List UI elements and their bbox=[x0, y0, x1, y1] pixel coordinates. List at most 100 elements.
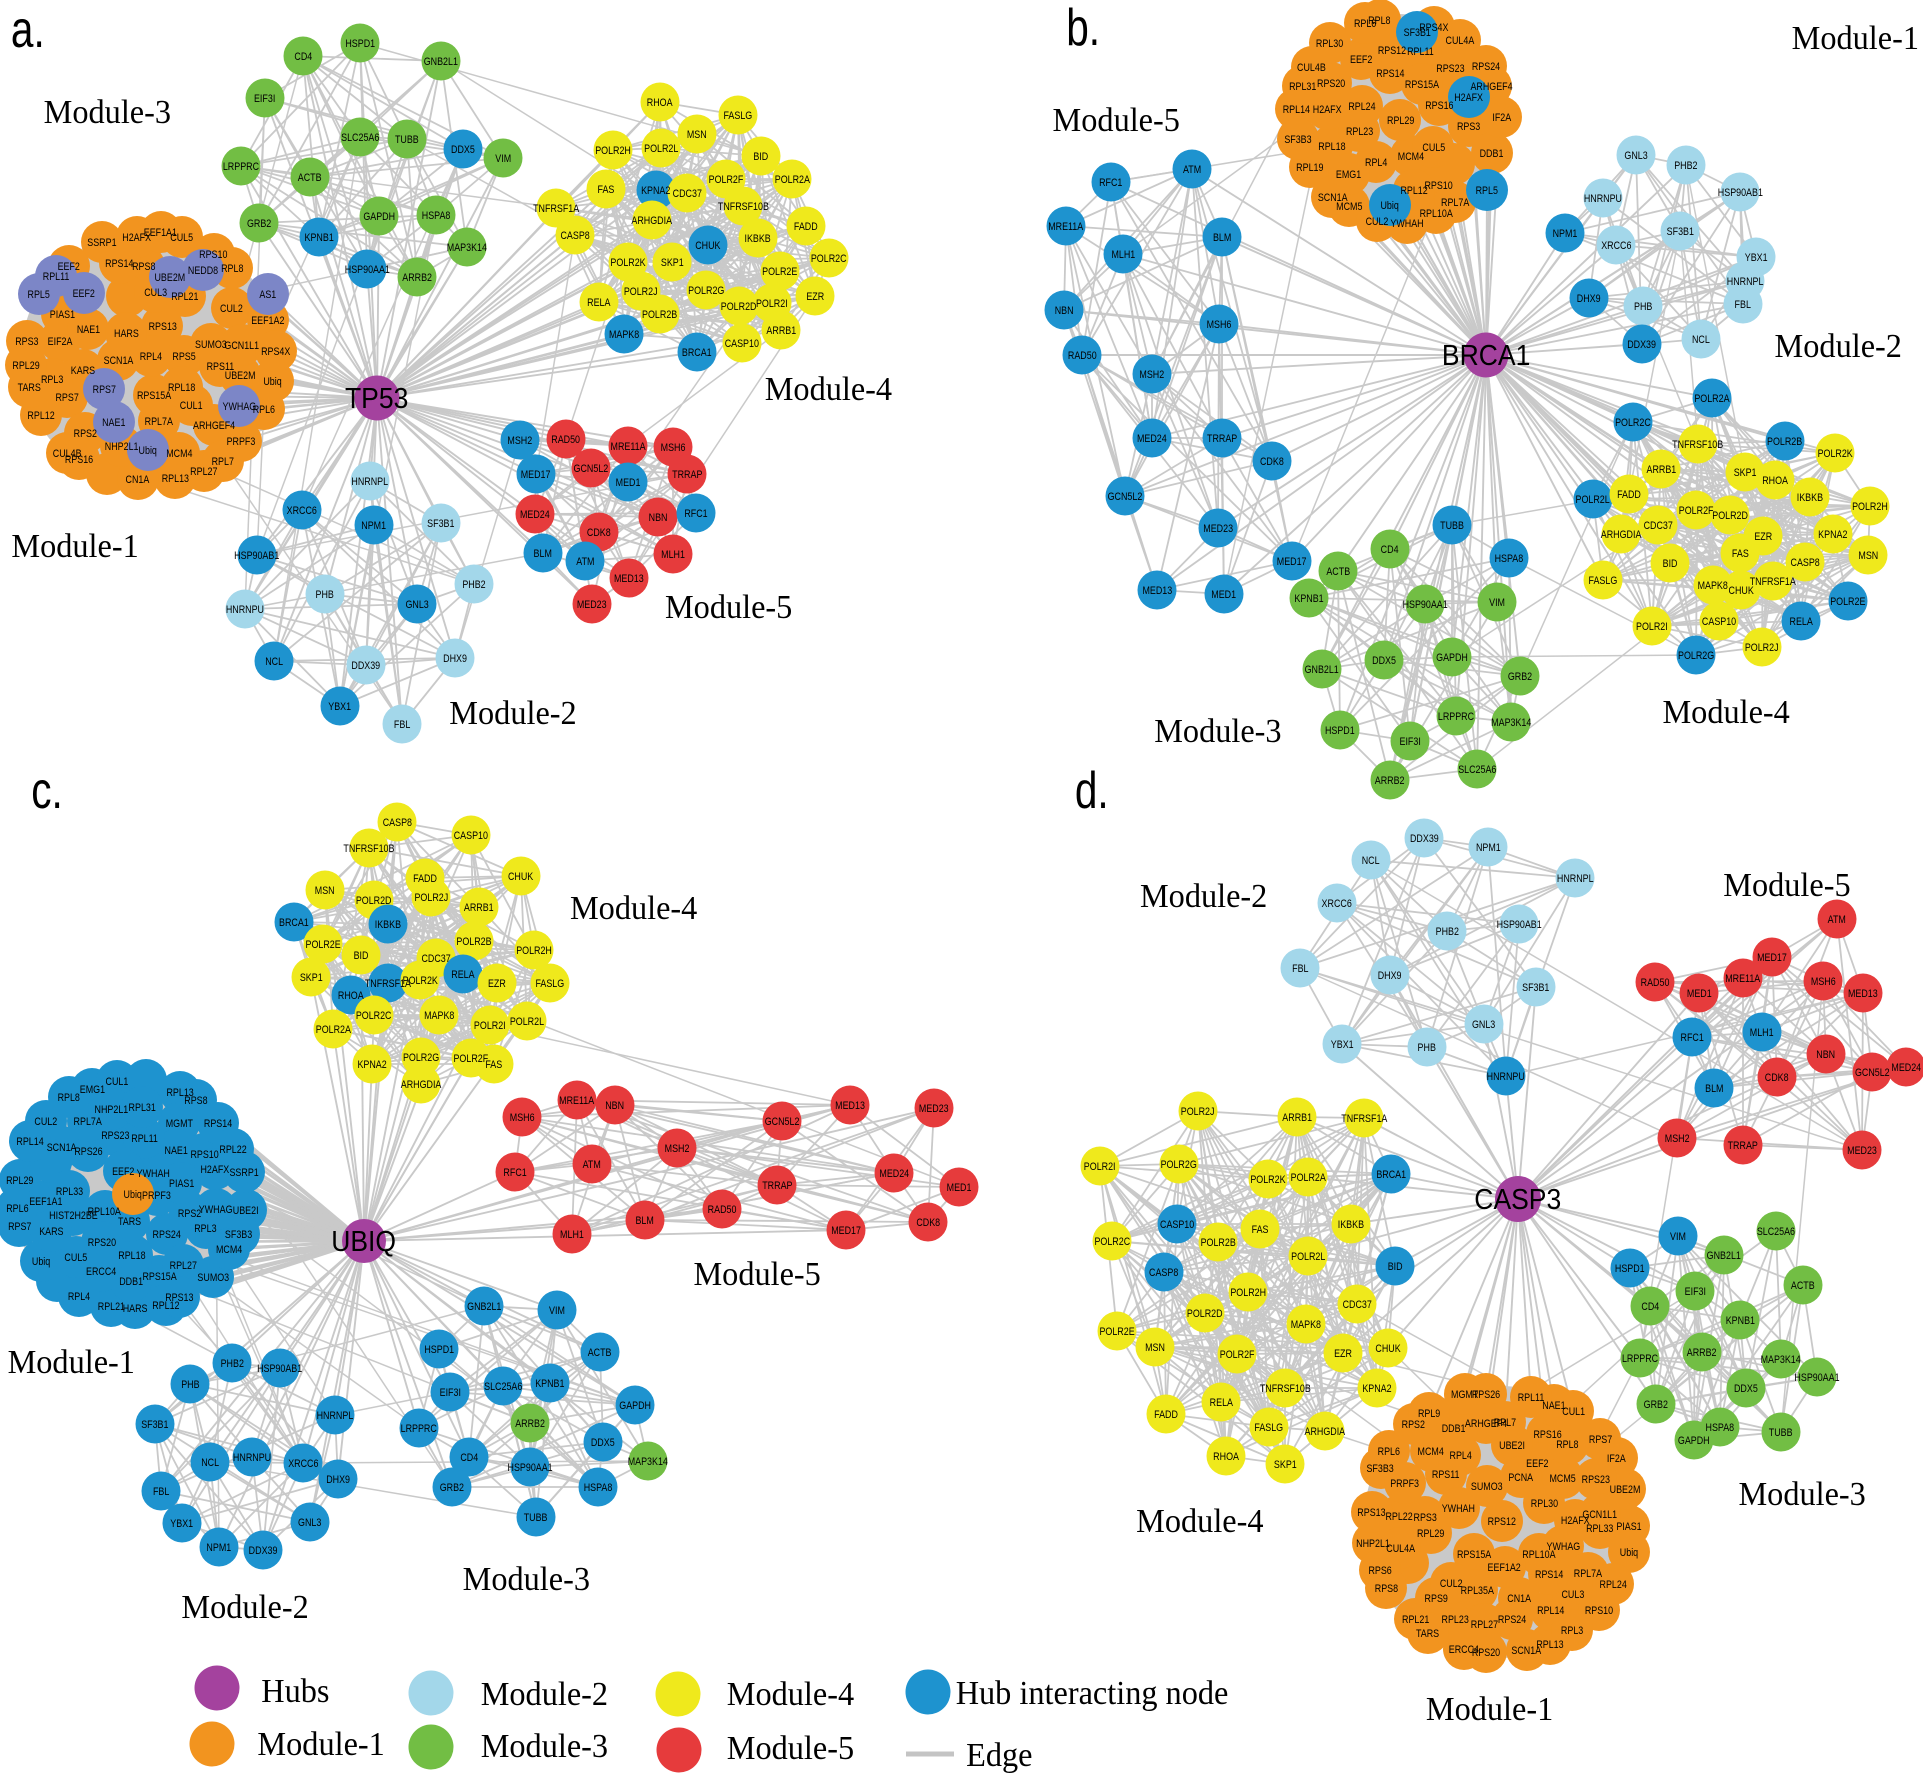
svg-text:d.: d. bbox=[1075, 761, 1109, 819]
svg-text:RFC1: RFC1 bbox=[1681, 1032, 1705, 1044]
svg-text:CD4: CD4 bbox=[294, 51, 312, 63]
svg-text:RPL4: RPL4 bbox=[68, 1291, 91, 1303]
svg-text:RPS16: RPS16 bbox=[1425, 100, 1454, 112]
svg-text:EIF3I: EIF3I bbox=[1685, 1286, 1706, 1298]
svg-text:SCN1A: SCN1A bbox=[104, 355, 134, 367]
svg-text:CD4: CD4 bbox=[1641, 1301, 1659, 1313]
svg-text:RFC1: RFC1 bbox=[684, 508, 708, 520]
svg-text:TNFRSF1A: TNFRSF1A bbox=[533, 203, 579, 215]
svg-text:BID: BID bbox=[1388, 1261, 1403, 1273]
svg-text:RPS5: RPS5 bbox=[172, 351, 196, 363]
svg-text:Module-5: Module-5 bbox=[1723, 866, 1850, 904]
svg-text:GNB2L1: GNB2L1 bbox=[1305, 664, 1340, 676]
svg-text:RAD50: RAD50 bbox=[1641, 977, 1670, 989]
svg-text:UBE2M: UBE2M bbox=[154, 272, 185, 284]
svg-text:RPS9: RPS9 bbox=[1425, 1593, 1449, 1605]
svg-text:RPS11: RPS11 bbox=[1432, 1469, 1460, 1481]
svg-text:EEF2: EEF2 bbox=[1526, 1458, 1549, 1470]
svg-text:MCM4: MCM4 bbox=[216, 1244, 243, 1256]
svg-text:RPL29: RPL29 bbox=[1417, 1528, 1445, 1540]
svg-text:TRRAP: TRRAP bbox=[672, 469, 702, 481]
svg-text:MSN: MSN bbox=[1858, 550, 1878, 562]
svg-text:RPL7A: RPL7A bbox=[1574, 1568, 1602, 1580]
svg-text:CUL4A: CUL4A bbox=[1446, 35, 1475, 47]
svg-text:DHX9: DHX9 bbox=[326, 1474, 350, 1486]
svg-text:MSH6: MSH6 bbox=[510, 1112, 535, 1124]
svg-text:IF2A: IF2A bbox=[1492, 112, 1511, 124]
svg-text:RPS2: RPS2 bbox=[1402, 1419, 1426, 1431]
svg-text:SF3B1: SF3B1 bbox=[427, 518, 455, 530]
svg-text:RPL11: RPL11 bbox=[1518, 1392, 1545, 1404]
svg-text:UBIQ: UBIQ bbox=[331, 1225, 396, 1257]
svg-text:POLR2J: POLR2J bbox=[1181, 1106, 1215, 1118]
svg-text:RAD50: RAD50 bbox=[1068, 350, 1097, 362]
svg-text:SF3B1: SF3B1 bbox=[1522, 982, 1550, 994]
svg-text:YWHAH: YWHAH bbox=[137, 1168, 170, 1180]
svg-text:FAS: FAS bbox=[597, 184, 614, 196]
svg-text:RPL4: RPL4 bbox=[140, 351, 163, 363]
svg-text:CUL3: CUL3 bbox=[1561, 1589, 1584, 1601]
svg-text:AS1: AS1 bbox=[259, 289, 276, 301]
svg-text:NHP2L1: NHP2L1 bbox=[105, 441, 139, 453]
svg-text:Ubiq: Ubiq bbox=[139, 445, 157, 457]
svg-text:MED17: MED17 bbox=[1277, 556, 1307, 568]
svg-text:EEF1A2: EEF1A2 bbox=[251, 315, 285, 327]
svg-text:NHP2L1: NHP2L1 bbox=[95, 1104, 129, 1116]
svg-text:TUBB: TUBB bbox=[524, 1512, 548, 1524]
svg-text:FADD: FADD bbox=[413, 873, 437, 885]
svg-text:RPL19: RPL19 bbox=[1296, 162, 1324, 174]
svg-text:NBN: NBN bbox=[605, 1100, 624, 1112]
svg-text:RPS15A: RPS15A bbox=[1405, 79, 1439, 91]
svg-text:GCN5L2: GCN5L2 bbox=[1855, 1067, 1890, 1079]
svg-text:RPS23: RPS23 bbox=[101, 1130, 130, 1142]
svg-text:YWHAH: YWHAH bbox=[1442, 1503, 1475, 1515]
svg-text:BRCA1: BRCA1 bbox=[682, 347, 712, 359]
svg-text:IKBKB: IKBKB bbox=[1338, 1219, 1364, 1231]
svg-text:MGMT: MGMT bbox=[166, 1118, 193, 1130]
svg-text:RPL3: RPL3 bbox=[1561, 1625, 1584, 1637]
svg-text:HSPA8: HSPA8 bbox=[422, 210, 451, 222]
svg-text:MED1: MED1 bbox=[1211, 589, 1236, 601]
svg-text:CHUK: CHUK bbox=[508, 871, 533, 883]
svg-text:HSPD1: HSPD1 bbox=[345, 38, 375, 50]
svg-text:POLR2E: POLR2E bbox=[306, 939, 341, 951]
svg-text:FASLG: FASLG bbox=[1254, 1422, 1283, 1434]
svg-text:XRCC6: XRCC6 bbox=[288, 1458, 319, 1470]
svg-text:ATM: ATM bbox=[1828, 914, 1846, 926]
svg-text:DDB1: DDB1 bbox=[119, 1276, 143, 1288]
svg-text:XRCC6: XRCC6 bbox=[1601, 240, 1632, 252]
svg-text:SLC25A6: SLC25A6 bbox=[1458, 764, 1496, 776]
svg-text:RAD50: RAD50 bbox=[708, 1204, 737, 1216]
svg-text:GAPDH: GAPDH bbox=[1436, 652, 1468, 664]
svg-text:RELA: RELA bbox=[1790, 616, 1813, 628]
svg-text:KARS: KARS bbox=[71, 365, 95, 377]
svg-text:ARRB1: ARRB1 bbox=[1282, 1112, 1312, 1124]
svg-text:RPS10: RPS10 bbox=[1585, 1605, 1614, 1617]
svg-text:RPL22: RPL22 bbox=[1385, 1511, 1413, 1523]
svg-text:MCM5: MCM5 bbox=[1549, 1473, 1576, 1485]
svg-text:HSPA8: HSPA8 bbox=[1706, 1422, 1735, 1434]
svg-text:BRCA1: BRCA1 bbox=[1376, 1169, 1406, 1181]
svg-text:RPL24: RPL24 bbox=[1600, 1579, 1628, 1591]
svg-text:VIM: VIM bbox=[1670, 1231, 1686, 1243]
svg-text:RPS26: RPS26 bbox=[74, 1146, 103, 1158]
svg-text:ACTB: ACTB bbox=[1326, 566, 1350, 578]
svg-text:LRPPRC: LRPPRC bbox=[401, 1423, 437, 1435]
svg-text:CASP10: CASP10 bbox=[725, 338, 760, 350]
svg-text:GNL3: GNL3 bbox=[1624, 150, 1648, 162]
svg-text:VIM: VIM bbox=[549, 1305, 565, 1317]
svg-text:RPL23: RPL23 bbox=[1442, 1614, 1470, 1626]
svg-text:RPL21: RPL21 bbox=[98, 1301, 126, 1313]
svg-text:RPS14: RPS14 bbox=[204, 1118, 233, 1130]
svg-text:EIF3I: EIF3I bbox=[440, 1387, 461, 1399]
svg-text:RPL18: RPL18 bbox=[1318, 141, 1346, 153]
svg-text:FBL: FBL bbox=[394, 719, 411, 731]
svg-text:CUL2: CUL2 bbox=[1440, 1578, 1463, 1590]
svg-text:PRPF3: PRPF3 bbox=[142, 1190, 171, 1202]
svg-text:RPS3: RPS3 bbox=[1414, 1512, 1438, 1524]
svg-text:MED23: MED23 bbox=[577, 599, 607, 611]
svg-text:POLR2D: POLR2D bbox=[721, 301, 757, 313]
svg-text:PHB2: PHB2 bbox=[462, 579, 486, 591]
svg-text:TUBB: TUBB bbox=[395, 134, 419, 146]
svg-text:RELA: RELA bbox=[587, 297, 610, 309]
